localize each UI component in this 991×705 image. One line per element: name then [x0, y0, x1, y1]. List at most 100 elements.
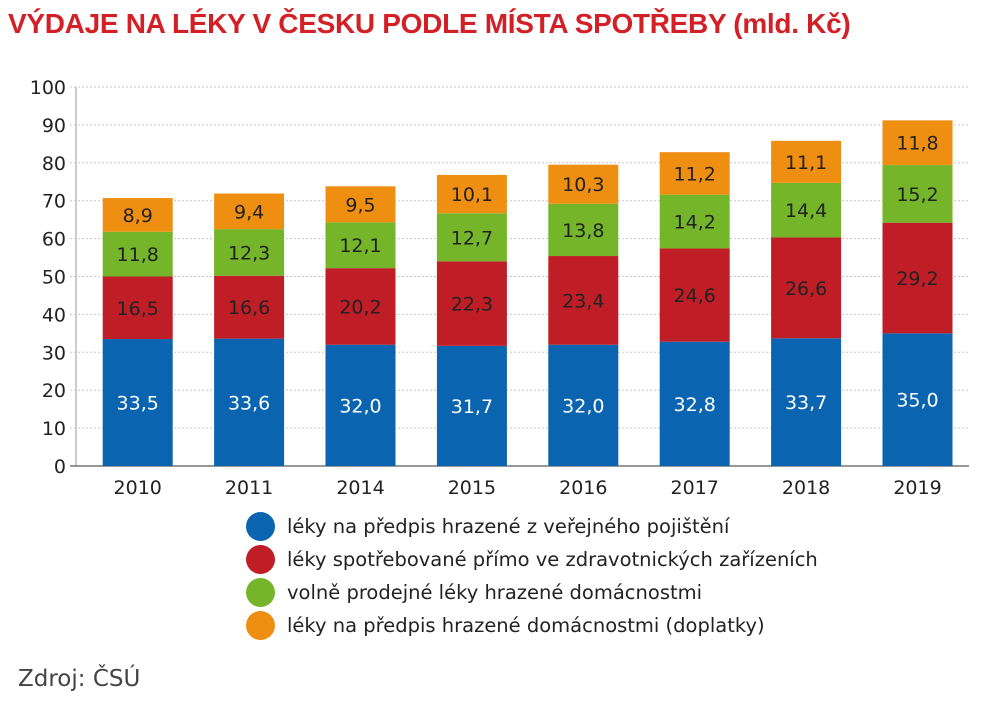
x-tick-label: 2015	[448, 477, 496, 499]
bar-segment	[102, 276, 173, 340]
data-label: 12,3	[228, 242, 270, 264]
x-tick-label: 2011	[225, 477, 273, 499]
bar-segment	[436, 174, 507, 214]
bars: 33,5 16,5 11,8 8,9 33,6 16,6 12,3 9,4 32,0 20,2 12…	[102, 120, 953, 466]
source-note: Zdroj: ČSÚ	[18, 666, 141, 692]
legend-label: léky na předpis hrazené z veřejného poji…	[287, 515, 730, 538]
data-label: 14,2	[674, 212, 716, 234]
chart-title: VÝDAJE NA LÉKY V ČESKU PODLE MÍSTA SPOTŘ…	[8, 8, 851, 39]
bar-segment	[659, 248, 730, 342]
y-tick-label: 20	[42, 380, 66, 402]
legend-item: léky spotřebované přímo ve zdravotnickýc…	[246, 543, 818, 576]
x-tick-label: 2010	[114, 477, 162, 499]
y-axis-tick-labels: 0 10 20 30 40 50 60 70 80 90 100	[30, 77, 66, 478]
data-label: 12,7	[451, 227, 493, 249]
y-tick-label: 50	[42, 267, 66, 289]
bar-segment	[325, 222, 396, 269]
data-label: 31,7	[451, 396, 493, 418]
bar-segment	[325, 344, 396, 466]
data-label: 35,0	[896, 390, 938, 412]
bar-segment	[771, 140, 842, 183]
legend-swatch	[246, 545, 275, 574]
legend-label: léky na předpis hrazené domácnostmi (dop…	[287, 614, 765, 637]
bar-segment	[771, 182, 842, 238]
data-label: 26,6	[785, 278, 827, 300]
y-tick-label: 0	[54, 456, 66, 478]
bar-segment	[882, 222, 953, 334]
bar-segment	[325, 186, 396, 223]
bar-segment	[882, 333, 953, 466]
y-tick-label: 90	[42, 115, 66, 137]
data-label: 16,5	[117, 298, 159, 320]
data-label: 33,6	[228, 392, 270, 414]
bar-segment	[771, 237, 842, 339]
data-label: 10,3	[562, 174, 604, 196]
data-label: 16,6	[228, 297, 270, 319]
y-tick-label: 60	[42, 229, 66, 251]
data-label: 29,2	[896, 268, 938, 290]
data-label: 33,5	[117, 393, 159, 415]
bar-segment	[882, 120, 953, 166]
legend-item: volně prodejné léky hrazené domácnostmi	[246, 576, 818, 609]
data-label: 9,5	[345, 194, 375, 216]
y-tick-label: 100	[30, 77, 66, 99]
y-tick-label: 10	[42, 418, 66, 440]
legend-label: volně prodejné léky hrazené domácnostmi	[287, 581, 703, 604]
data-label: 24,6	[674, 285, 716, 307]
data-label: 11,2	[674, 163, 716, 185]
bar-segment	[436, 261, 507, 346]
y-tick-label: 80	[42, 153, 66, 175]
bar-segment	[548, 256, 619, 345]
data-label: 23,4	[562, 290, 604, 312]
legend-item: léky na předpis hrazené domácnostmi (dop…	[246, 609, 818, 642]
x-tick-label: 2018	[782, 477, 830, 499]
data-label: 11,1	[785, 152, 827, 174]
bar-segment	[548, 164, 619, 204]
legend-swatch	[246, 512, 275, 541]
x-tick-label: 2016	[559, 477, 607, 499]
data-label: 11,8	[896, 133, 938, 155]
data-label: 15,2	[896, 184, 938, 206]
legend-label: léky spotřebované přímo ve zdravotnickýc…	[287, 548, 818, 571]
bar-segment	[214, 275, 285, 339]
y-tick-label: 40	[42, 304, 66, 326]
bar-segment	[102, 231, 173, 277]
legend-swatch	[246, 611, 275, 640]
bar-segment	[436, 345, 507, 466]
x-tick-label: 2019	[893, 477, 941, 499]
data-label: 9,4	[234, 201, 264, 223]
legend: léky na předpis hrazené z veřejného poji…	[246, 510, 818, 642]
bar-segment	[659, 152, 730, 195]
bar-segment	[882, 165, 953, 223]
bar-segment	[102, 198, 173, 232]
bar-segment	[214, 338, 285, 466]
data-label: 33,7	[785, 392, 827, 414]
bar-segment	[214, 229, 285, 276]
y-tick-label: 30	[42, 342, 66, 364]
bar-segment	[102, 339, 173, 466]
data-label: 13,8	[562, 220, 604, 242]
data-label: 14,4	[785, 200, 827, 222]
data-label: 12,1	[339, 235, 381, 257]
bar-segment	[659, 341, 730, 466]
data-label: 10,1	[451, 184, 493, 206]
x-axis-tick-labels: 2010 2011 2014 2015 2016 2017 2018 2019	[114, 477, 942, 499]
x-tick-label: 2014	[336, 477, 384, 499]
data-label: 8,9	[123, 205, 153, 227]
bar-segment	[214, 193, 285, 230]
data-label: 20,2	[339, 296, 381, 318]
data-label: 32,0	[339, 395, 381, 417]
y-tick-label: 70	[42, 191, 66, 213]
legend-swatch	[246, 578, 275, 607]
bar-segment	[659, 194, 730, 249]
data-label: 22,3	[451, 294, 493, 316]
bar-segment	[325, 268, 396, 345]
legend-item: léky na předpis hrazené z veřejného poji…	[246, 510, 818, 543]
data-label: 32,0	[562, 395, 604, 417]
data-label: 32,8	[674, 394, 716, 416]
data-label: 11,8	[117, 244, 159, 266]
bar-segment	[436, 213, 507, 262]
bar-segment	[771, 338, 842, 466]
bar-segment	[548, 203, 619, 257]
